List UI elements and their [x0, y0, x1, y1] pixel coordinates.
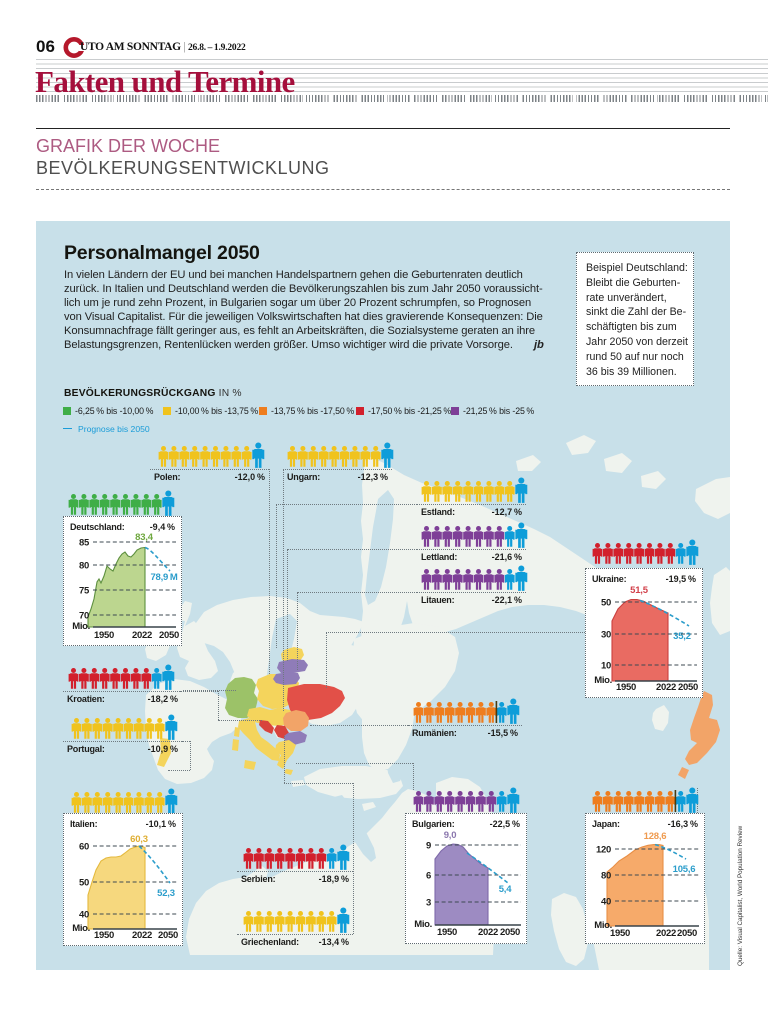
- svg-text:40: 40: [79, 910, 89, 921]
- svg-text:35,2: 35,2: [673, 631, 691, 642]
- svg-text:2050: 2050: [678, 682, 698, 693]
- svg-text:128,6: 128,6: [644, 831, 667, 842]
- svg-text:2022: 2022: [132, 630, 152, 641]
- svg-text:60: 60: [79, 842, 89, 853]
- svg-text:3: 3: [426, 898, 431, 909]
- svg-text:52,3: 52,3: [157, 888, 175, 899]
- svg-text:70: 70: [79, 611, 89, 622]
- svg-text:Mio.: Mio.: [594, 675, 612, 686]
- svg-text:2022: 2022: [132, 930, 152, 941]
- svg-text:30: 30: [601, 630, 611, 641]
- svg-text:1950: 1950: [94, 930, 114, 941]
- svg-text:40: 40: [601, 897, 611, 908]
- svg-text:83,4: 83,4: [135, 532, 154, 543]
- svg-text:9,0: 9,0: [444, 830, 457, 841]
- svg-text:2050: 2050: [158, 930, 178, 941]
- svg-text:75: 75: [79, 586, 90, 597]
- svg-text:1950: 1950: [437, 927, 457, 938]
- svg-text:60,3: 60,3: [130, 834, 148, 845]
- svg-text:80: 80: [601, 871, 611, 882]
- svg-text:Mio.: Mio.: [594, 920, 612, 931]
- svg-text:9: 9: [426, 841, 431, 852]
- svg-text:Mio.: Mio.: [72, 621, 90, 632]
- svg-text:5,4: 5,4: [499, 884, 513, 895]
- svg-text:50: 50: [79, 878, 89, 889]
- svg-text:1950: 1950: [94, 630, 114, 641]
- svg-text:Mio.: Mio.: [414, 919, 432, 930]
- svg-text:10: 10: [601, 661, 611, 672]
- svg-text:2050: 2050: [677, 928, 697, 939]
- svg-text:2022: 2022: [656, 682, 676, 693]
- svg-text:2022: 2022: [656, 928, 676, 939]
- svg-text:85: 85: [79, 538, 90, 549]
- svg-text:Mio.: Mio.: [72, 923, 90, 934]
- svg-text:2022: 2022: [478, 927, 498, 938]
- svg-text:2050: 2050: [500, 927, 520, 938]
- svg-text:105,6: 105,6: [673, 864, 696, 875]
- svg-text:6: 6: [426, 871, 431, 882]
- svg-text:80: 80: [79, 561, 89, 572]
- svg-text:51,5: 51,5: [630, 585, 649, 596]
- svg-text:120: 120: [596, 845, 611, 856]
- svg-text:1950: 1950: [610, 928, 630, 939]
- svg-text:2050: 2050: [159, 630, 179, 641]
- svg-text:1950: 1950: [616, 682, 636, 693]
- svg-text:78,9 M: 78,9 M: [150, 572, 177, 583]
- svg-text:50: 50: [601, 598, 611, 609]
